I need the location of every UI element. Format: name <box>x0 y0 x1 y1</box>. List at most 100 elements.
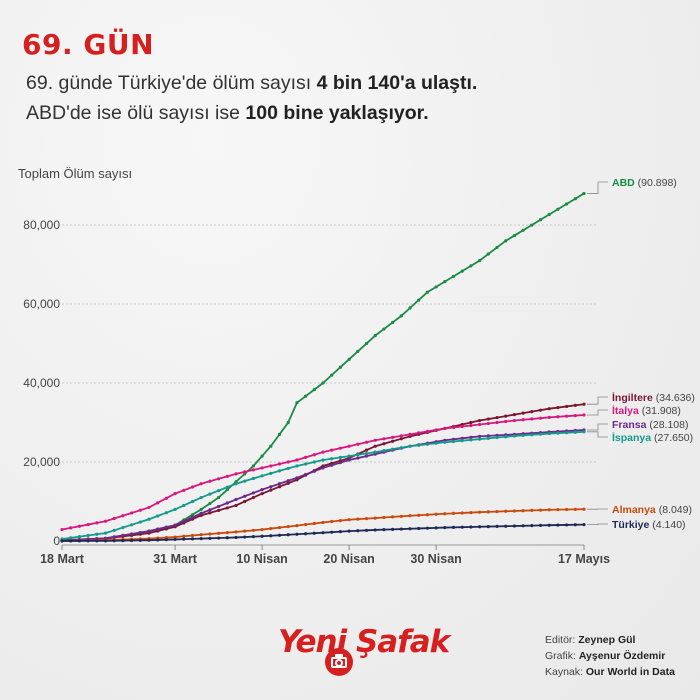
credit-source: Kaynak: Our World in Data <box>545 664 675 680</box>
data-point <box>391 435 395 439</box>
data-point <box>512 509 517 513</box>
data-point <box>399 446 403 450</box>
data-point <box>330 448 334 452</box>
data-point <box>208 532 212 536</box>
data-point <box>486 252 490 256</box>
series-label-text: İngiltere (34.636) <box>612 391 695 404</box>
subtitle: 69. günde Türkiye'de ölüm sayısı 4 bin 1… <box>26 68 477 128</box>
data-point <box>538 416 543 420</box>
data-point <box>408 527 412 531</box>
data-point <box>217 504 221 509</box>
data-point <box>251 476 255 481</box>
data-point <box>234 530 238 534</box>
data-point <box>208 511 212 515</box>
data-point <box>460 436 464 440</box>
data-point <box>95 539 99 543</box>
data-point <box>199 495 203 500</box>
data-point <box>582 402 586 406</box>
data-point <box>373 444 377 448</box>
data-point <box>573 430 577 434</box>
data-point <box>565 404 569 409</box>
data-point <box>190 499 195 504</box>
data-point <box>286 460 290 464</box>
data-point <box>547 431 551 436</box>
data-point <box>60 527 64 532</box>
series-value: (34.636) <box>653 392 695 404</box>
data-point <box>547 523 551 527</box>
data-point <box>243 479 247 483</box>
data-point <box>443 440 447 444</box>
data-point <box>321 520 325 525</box>
leader-line <box>587 431 608 438</box>
data-point <box>460 424 464 429</box>
data-point <box>190 515 195 519</box>
data-point <box>173 535 177 539</box>
data-point <box>147 529 151 533</box>
data-point <box>234 535 238 540</box>
data-point <box>225 536 229 540</box>
data-point <box>338 461 342 465</box>
data-point <box>277 482 282 486</box>
data-point <box>556 431 560 435</box>
data-point <box>121 525 125 530</box>
data-point <box>460 439 464 443</box>
data-point <box>478 258 482 263</box>
data-point <box>443 280 447 284</box>
data-point <box>295 458 299 462</box>
data-point <box>573 413 577 418</box>
data-point <box>199 511 203 515</box>
data-point <box>260 474 264 478</box>
data-point <box>573 507 577 511</box>
data-point <box>495 420 499 425</box>
series-value: (31.908) <box>639 405 681 417</box>
data-point <box>156 501 160 505</box>
subtitle-line1-highlight: 4 bin 140'a ulaştı. <box>316 72 478 94</box>
data-point <box>364 517 369 521</box>
data-point <box>199 533 203 537</box>
data-point <box>382 437 386 441</box>
data-point <box>295 476 299 480</box>
data-point <box>269 471 273 475</box>
data-point <box>338 446 342 450</box>
data-point <box>417 513 421 517</box>
data-point <box>156 538 160 542</box>
data-point <box>112 528 116 532</box>
leader-line <box>587 409 608 416</box>
data-point <box>173 523 177 527</box>
data-point <box>486 421 490 426</box>
data-point <box>190 537 195 541</box>
data-point <box>286 479 290 483</box>
data-point <box>86 533 90 538</box>
x-tick-label: 30 Nisan <box>410 552 461 566</box>
data-point <box>399 514 403 518</box>
y-tick-label: 60,000 <box>23 297 60 311</box>
data-point <box>130 538 134 543</box>
data-point <box>347 357 351 361</box>
data-point <box>573 523 577 527</box>
data-point <box>173 507 177 512</box>
data-point <box>408 514 412 518</box>
data-point <box>243 529 247 533</box>
data-point <box>356 349 360 354</box>
data-point <box>425 290 429 294</box>
data-point <box>269 464 273 468</box>
data-point <box>103 519 108 523</box>
data-point <box>582 430 586 434</box>
data-point <box>295 532 299 536</box>
data-point <box>425 526 429 530</box>
data-point <box>312 453 316 457</box>
data-point <box>538 523 543 527</box>
data-point <box>295 464 299 468</box>
data-point <box>486 510 490 514</box>
y-tick-label: 0 <box>53 534 60 548</box>
leader-line <box>587 423 608 431</box>
series-i̇spanya <box>60 430 586 541</box>
data-point <box>434 512 438 516</box>
data-point <box>112 535 116 539</box>
data-point <box>251 535 255 539</box>
data-point <box>530 508 534 512</box>
data-point <box>538 408 543 412</box>
data-point <box>121 538 125 543</box>
data-point <box>95 532 99 536</box>
data-point <box>304 532 308 536</box>
